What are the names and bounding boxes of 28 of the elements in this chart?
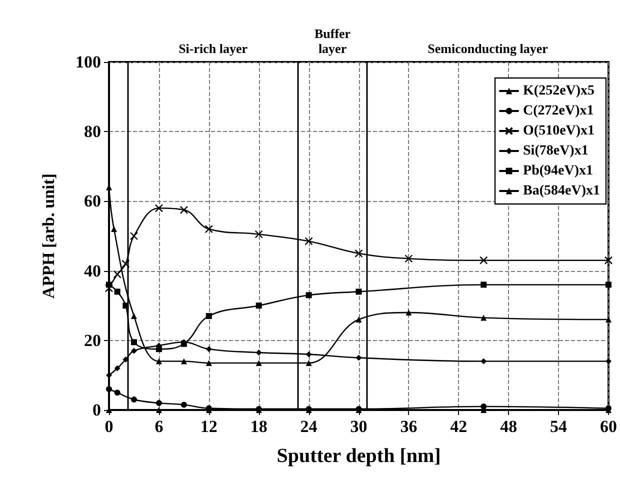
x-tick-label: 6 [154,417,164,436]
x-tick-label: 18 [250,417,268,436]
legend-label: O(510eV)x1 [523,124,595,138]
text: Si-rich layer [178,41,248,56]
x-tick-label: 30 [350,417,368,436]
y-axis-title: APPH [arb. unit] [39,173,58,299]
y-tick-label: 100 [76,52,101,72]
legend-label: Pb(94eV)x1 [523,164,594,178]
x-tick-label: 48 [500,417,518,436]
legend-label: K(252eV)x5 [523,84,595,98]
legend-label: C(272eV)x1 [523,104,594,118]
x-tick-label: 54 [550,417,568,436]
x-axis-title: Sputter depth [nm] [276,445,441,467]
x-tick-label: 42 [450,417,468,436]
x-tick-label: 24 [300,417,318,436]
x-tick-label: 36 [400,417,418,436]
x-tick-label: 60 [600,417,617,436]
x-tick-label: 12 [200,417,218,436]
legend-label: Si(78eV)x1 [523,144,588,158]
text: Semiconducting layer [428,41,548,56]
y-tick-label: 80 [84,122,101,142]
y-tick-label: 0 [92,400,101,420]
y-tick-label: 40 [84,261,101,280]
text: Buffer layer [314,26,351,56]
x-tick-label: 0 [104,417,114,436]
y-tick-label: 60 [84,192,101,211]
y-tick-label: 20 [84,330,101,350]
legend-label: Ba(584eV)x1 [523,184,600,198]
